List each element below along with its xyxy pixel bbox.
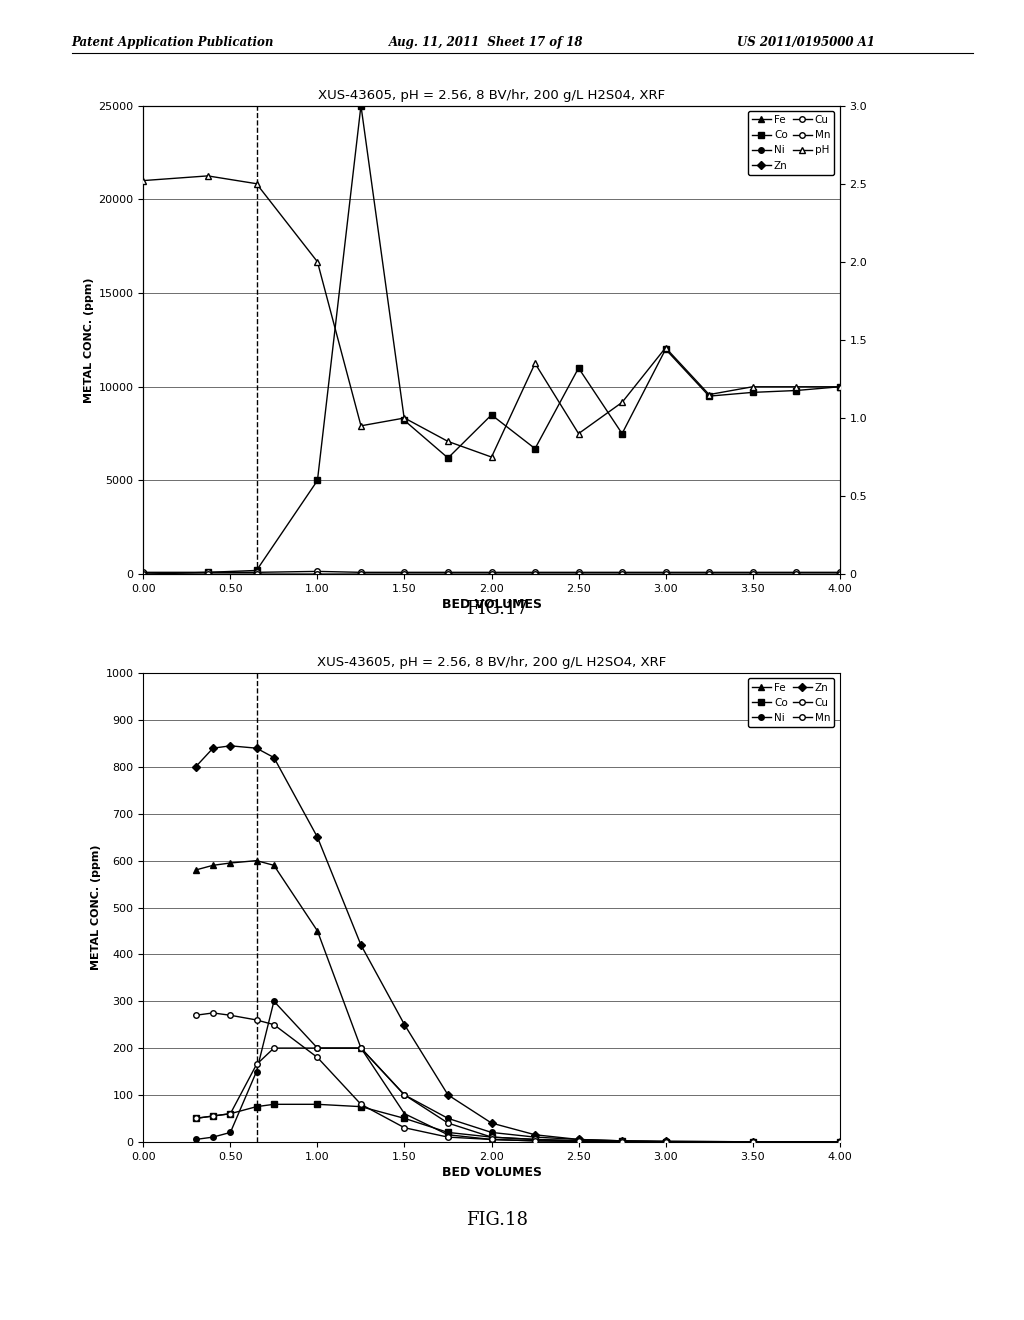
- Title: XUS-43605, pH = 2.56, 8 BV/hr, 200 g/L H2S04, XRF: XUS-43605, pH = 2.56, 8 BV/hr, 200 g/L H…: [318, 88, 665, 102]
- X-axis label: BED VOLUMES: BED VOLUMES: [441, 1166, 542, 1179]
- X-axis label: BED VOLUMES: BED VOLUMES: [441, 598, 542, 611]
- Text: US 2011/0195000 A1: US 2011/0195000 A1: [737, 36, 876, 49]
- Text: Aug. 11, 2011  Sheet 17 of 18: Aug. 11, 2011 Sheet 17 of 18: [389, 36, 584, 49]
- Text: Patent Application Publication: Patent Application Publication: [72, 36, 274, 49]
- Y-axis label: METAL CONC. (ppm): METAL CONC. (ppm): [84, 277, 94, 403]
- Text: FIG.17: FIG.17: [466, 599, 527, 618]
- Title: XUS-43605, pH = 2.56, 8 BV/hr, 200 g/L H2SO4, XRF: XUS-43605, pH = 2.56, 8 BV/hr, 200 g/L H…: [316, 656, 667, 669]
- Legend: Fe, Co, Ni, Zn, Cu, Mn: Fe, Co, Ni, Zn, Cu, Mn: [748, 678, 835, 727]
- Text: FIG.18: FIG.18: [466, 1210, 527, 1229]
- Y-axis label: METAL CONC. (ppm): METAL CONC. (ppm): [91, 845, 101, 970]
- Legend: Fe, Co, Ni, Zn, Cu, Mn, pH: Fe, Co, Ni, Zn, Cu, Mn, pH: [748, 111, 835, 174]
